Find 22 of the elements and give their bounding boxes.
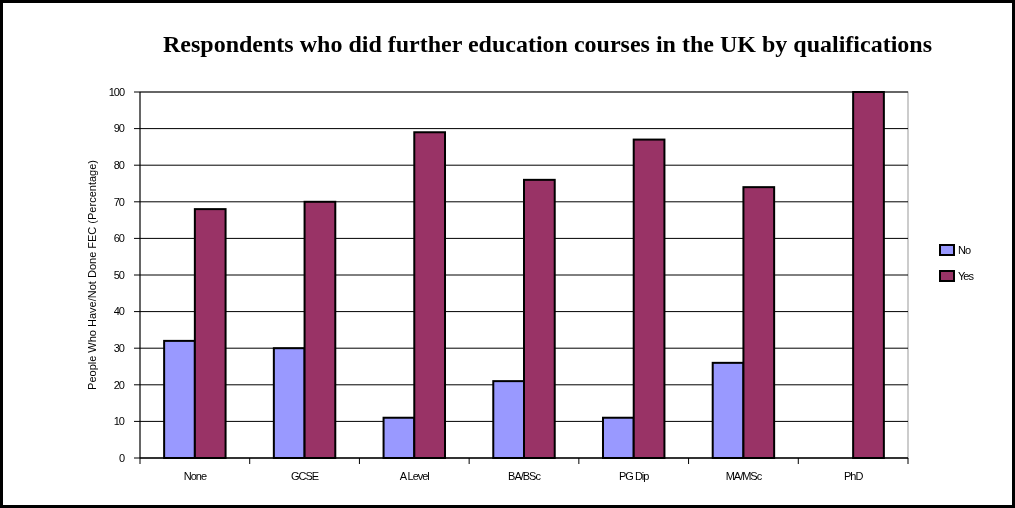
legend-label: Yes (958, 269, 975, 282)
y-tick-label: 50 (113, 268, 125, 281)
y-tick-label: 90 (113, 122, 125, 135)
legend-label: No (958, 243, 971, 256)
y-tick-label: 40 (113, 305, 125, 318)
y-tick-label: 60 (113, 232, 125, 245)
x-tick-label: BA/BSc (508, 470, 542, 482)
y-tick-label: 70 (113, 195, 125, 208)
y-tick-label: 100 (108, 85, 125, 98)
x-tick-label: GCSE (290, 470, 319, 482)
chart-title: Respondents who did further education courses in the UK by qualifications (163, 31, 932, 57)
y-tick-label: 10 (113, 415, 125, 428)
y-tick-label: 0 (118, 451, 125, 464)
x-tick-label: None (183, 470, 207, 482)
x-tick-label: MA/MSc (725, 470, 763, 482)
x-tick-label: PG Dip (618, 470, 650, 482)
x-tick-label: PhD (843, 470, 864, 482)
y-tick-label: 80 (113, 159, 125, 172)
x-tick-label: A Level (399, 470, 430, 482)
y-tick-label: 20 (113, 378, 125, 391)
y-axis-title: People Who Have/Not Done FEC (Percentage) (86, 160, 98, 390)
y-tick-label: 30 (113, 342, 125, 355)
